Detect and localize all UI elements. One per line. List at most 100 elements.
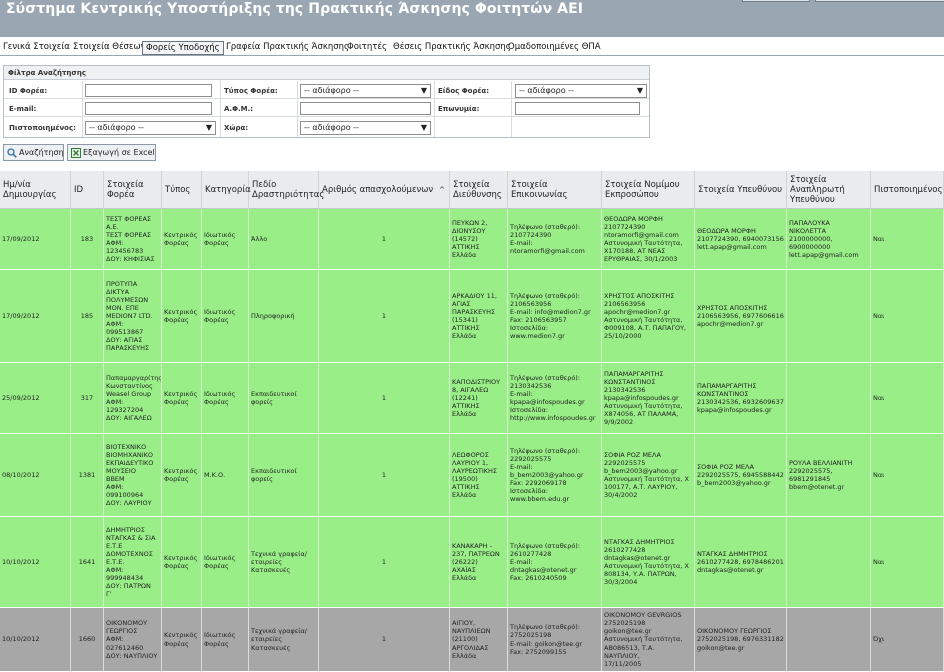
cell-contact-text: Τηλέφωνο (σταθερό): 2610277428 E-mail: d… [510, 541, 581, 583]
column-header-address[interactable]: Στοιχεία Διεύθυνσης [450, 171, 508, 209]
table-row[interactable]: 25/09/2012 317 Παπαμαργαρίτης Κωνσταντίνος… [0, 363, 944, 434]
cell-contact-text: Τηλέφωνο (σταθερό): 2292025575 E-mail: b… [510, 446, 584, 504]
tab-host-providers[interactable]: Φορείς Υποδοχής [142, 41, 224, 55]
email-filter-input[interactable] [85, 102, 212, 115]
column-header-id[interactable]: ID [71, 171, 104, 209]
country-filter-label: Χώρα: [224, 124, 249, 132]
type-filter-select[interactable]: -- αδιάφορο -- ▼ [300, 84, 431, 98]
column-header-type[interactable]: Τύπος [162, 171, 202, 209]
tab-general-info[interactable]: Γενικά Στοιχεία [3, 42, 70, 52]
table-header: Ημ/νία Δημιουργίας ID Στοιχεία Φορέα Τύπ… [0, 171, 944, 209]
column-header-legal-rep[interactable]: Στοιχεία Νομίμου Εκπροσώπου [602, 171, 695, 209]
column-header-category[interactable]: Κατηγορία [202, 171, 251, 209]
type-filter-label: Τύπος Φορέα: [224, 87, 278, 95]
column-header-field[interactable]: Πεδίο Δραστηριότητας [249, 171, 324, 209]
cell-address: ΑΙΓΙΟΥ, ΝΑΥΠΛΙΕΩΝ (21100) ΑΡΓΟΛΙΔΑΣ Ελλά… [450, 608, 508, 671]
cell-responsible-text: ΟΙΚΟΝΟΜΟΥ ΓΕΩΡΓΙΟΣ 2752025198, 697633118… [697, 627, 784, 652]
table-row[interactable]: 17/09/2012 183 ΤΕΣΤ ΦΟΡΕΑΣ Α.Ε. ΤΕΣΤ ΦΟΡΕΑ… [0, 209, 944, 270]
cell-address-text: ΑΙΓΙΟΥ, ΝΑΥΠΛΙΕΩΝ (21100) ΑΡΓΟΛΙΔΑΣ Ελλά… [452, 619, 491, 660]
column-header-date[interactable]: Ημ/νία Δημιουργίας [0, 171, 71, 209]
cell-responsible-text: ΧΡΗΣΤΟΣ ΑΠΟΣΚΙΤΗΣ 2106563956, 6977606616… [697, 303, 784, 329]
cell-field: Τεχνικά γραφεία/ εταιρείες Κατασκευές [249, 517, 319, 607]
cell-responsible: ΝΤΑΓΚΑΣ ΔΗΜΗΤΡΙΟΣ 2610277428, 6978486201… [695, 517, 787, 607]
cell-address: ΛΕΩΦΟΡΟΣ ΛΑΥΡΙΟΥ 1, ΛΑΥΡΕΩΤΙΚΗΣ (19500) … [450, 434, 508, 516]
cell-type: Κεντρικός Φορέας [162, 209, 202, 269]
table-row[interactable]: 10/10/2012 1660 ΟΙΚΟΝΟΜΟΥ ΓΕΩΡΓΙΟΣ ΑΦΜ: 02… [0, 608, 944, 672]
search-button[interactable]: Αναζήτηση [3, 144, 64, 161]
country-filter-value: -- αδιάφορο -- [304, 123, 359, 132]
header-corner-control-2[interactable] [815, 0, 944, 2]
kind-filter-label: Είδος Φορέα: [438, 87, 489, 95]
dropdown-arrow-icon: ▼ [636, 86, 643, 95]
header-corner-control[interactable] [742, 0, 810, 2]
cell-category-text: Ιδιωτικός Φορέας [204, 230, 236, 247]
cell-employees: 1 [319, 434, 450, 516]
cell-legal-rep: ΧΡΗΣΤΟΣ ΑΠΟΣΚΙΤΗΣ 2106563956 apochr@medi… [602, 270, 695, 362]
cell-date: 17/09/2012 [0, 209, 71, 269]
cell-date: 25/09/2012 [0, 363, 71, 433]
kind-filter-select[interactable]: -- αδιάφορο -- ▼ [515, 84, 647, 98]
cell-responsible-text: ΣΟΦΙΑ ΡΟΖ ΜΕΛΑ 2292025575, 6945588442 b_… [697, 462, 784, 488]
afm-filter-input[interactable] [300, 102, 431, 115]
table-row[interactable]: 17/09/2012 185 ΠΡΟΤΥΠΑ ΔΙΚΤΥΑ ΠΟΛΥΜΕΣΩΝ ΜΟ… [0, 270, 944, 363]
cell-field: Τεχνικά γραφεία/ εταιρείες Κατασκευές [249, 608, 319, 671]
cell-field: Εκπαιδευτικοί φορείς [249, 363, 319, 433]
column-header-certified[interactable]: Πιστοποιημένος [871, 171, 944, 209]
country-filter-select[interactable]: -- αδιάφορο -- ▼ [300, 121, 431, 135]
column-header-contact[interactable]: Στοιχεία Επικοινωνίας [508, 171, 602, 209]
cell-field-text: Άλλο [251, 234, 268, 243]
name-filter-label: Επωνυμία: [438, 105, 480, 113]
cell-provider: ΤΕΣΤ ΦΟΡΕΑΣ Α.Ε. ΤΕΣΤ ΦΟΡΕΑΣ ΑΦΜ: 123456… [104, 209, 162, 269]
search-filters-panel: Φίλτρα Αναζήτησης ID Φορέα: Τύπος Φορέα:… [3, 65, 650, 138]
app-title: Σύστημα Κεντρικής Υποστήριξης της Πρακτι… [6, 1, 584, 17]
cell-date: 17/09/2012 [0, 270, 71, 362]
cell-deputy-text: ΡΟΥΛΑ ΒΕΛΛΙΑΝΙΤΗ 2292025575, 6981291845 … [789, 458, 853, 492]
cell-type-text: Κεντρικός Φορέας [164, 631, 198, 648]
cell-certified-text: Ναι [873, 393, 885, 402]
app-header: Σύστημα Κεντρικής Υποστήριξης της Πρακτι… [0, 0, 944, 37]
certified-filter-select[interactable]: -- αδιάφορο -- ▼ [85, 121, 216, 135]
id-filter-label: ID Φορέα: [9, 87, 48, 95]
cell-contact-text: Τηλέφωνο (σταθερό): 2107724390 E-mail: n… [510, 222, 585, 256]
cell-category: Ιδιωτικός Φορέας [202, 270, 249, 362]
cell-category: Μ.Κ.Ο. [202, 434, 249, 516]
sort-asc-icon: ^ [439, 186, 445, 194]
cell-type-text: Κεντρικός Φορέας [164, 230, 198, 247]
cell-field-text: Τεχνικά γραφεία/ εταιρείες Κατασκευές [251, 549, 307, 575]
cell-date-text: 17/09/2012 [2, 311, 40, 320]
cell-date-text: 25/09/2012 [2, 393, 40, 402]
dropdown-arrow-icon: ▼ [205, 123, 212, 132]
cell-contact: Τηλέφωνο (σταθερό): 2752025198 E-mail: g… [508, 608, 602, 671]
tab-internship-offices[interactable]: Γραφεία Πρακτικής Άσκησης [226, 42, 350, 52]
cell-address: ΚΑΝΑΚΑΡΗ - 237, ΠΑΤΡΕΩΝ (26222) ΑΧΑΪΑΣ Ε… [450, 517, 508, 607]
column-header-provider[interactable]: Στοιχεία Φορέα [104, 171, 162, 209]
tab-internship-positions[interactable]: Θέσεις Πρακτικής Άσκησης [393, 42, 511, 52]
cell-contact: Τηλέφωνο (σταθερό): 2106563956 E-mail: i… [508, 270, 602, 362]
cell-type: Κεντρικός Φορέας [162, 517, 202, 607]
cell-field: Εκπαιδευτικοί φορείς [249, 434, 319, 516]
cell-certified: Ναι [871, 363, 944, 433]
export-excel-button[interactable]: Εξαγωγή σε Excel [67, 144, 156, 161]
cell-legal-rep-text: ΧΡΗΣΤΟΣ ΑΠΟΣΚΙΤΗΣ 2106563956 apochr@medi… [604, 291, 687, 341]
table-row[interactable]: 10/10/2012 1641 ΔΗΜΗΤΡΙΟΣ ΝΤΑΓΚΑΣ & ΣΙΑ Ε.… [0, 517, 944, 608]
column-header-responsible[interactable]: Στοιχεία Υπευθύνου [695, 171, 787, 209]
cell-legal-rep-text: ΣΟΦΙΑ ΡΟΖ ΜΕΛΑ 2292025575 b_bem2003@yaho… [604, 450, 689, 500]
cell-field-text: Εκπαιδευτικοί φορείς [251, 466, 297, 483]
cell-responsible: ΘΕΟΔΩΡΑ ΜΟΡΦΗ 2107724390, 6940073156 let… [695, 209, 787, 269]
column-header-deputy[interactable]: Στοιχεία Αναπληρωτή Υπευθύνου [787, 171, 871, 209]
column-header-employees[interactable]: Αριθμός απασχολούμενων ^ [319, 171, 450, 209]
id-filter-input[interactable] [85, 84, 212, 97]
cell-certified: Όχι [871, 608, 944, 671]
table-row[interactable]: 08/10/2012 1381 ΒΙΟΤΕΧΝΙΚΟ ΒΙΟΜΗΧΑΝΙΚΟ ΕΚΠ… [0, 434, 944, 517]
filters-legend: Φίλτρα Αναζήτησης [4, 66, 649, 80]
cell-date: 08/10/2012 [0, 434, 71, 516]
cell-category-text: Ιδιωτικός Φορέας [204, 553, 236, 570]
cell-field-text: Τεχνικά γραφεία/ εταιρείες Κατασκευές [251, 627, 307, 652]
cell-employees-text: 1 [381, 234, 387, 243]
tab-students[interactable]: Φοιτητές [347, 42, 387, 52]
tab-grouped-positions[interactable]: Ομαδοποιημένες ΘΠΑ [508, 42, 601, 52]
tab-position-info[interactable]: Στοιχεία Θέσεων [73, 42, 146, 52]
certified-filter-value: -- αδιάφορο -- [89, 123, 144, 132]
cell-type: Κεντρικός Φορέας [162, 363, 202, 433]
name-filter-input[interactable] [515, 102, 640, 115]
